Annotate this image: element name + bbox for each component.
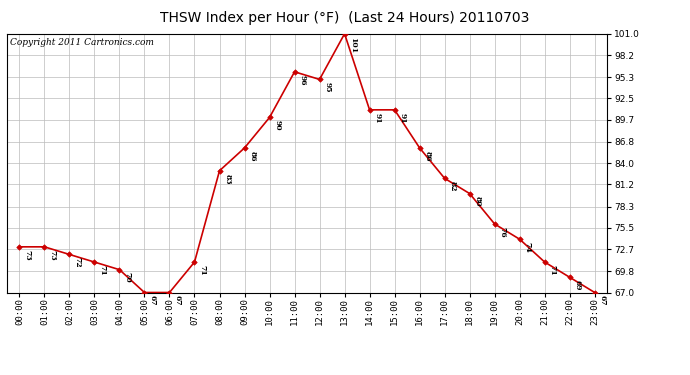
Text: 96: 96 [299,75,307,85]
Text: Copyright 2011 Cartronics.com: Copyright 2011 Cartronics.com [10,38,154,46]
Text: 67: 67 [148,295,157,306]
Text: 91: 91 [399,112,407,123]
Text: 74: 74 [524,242,532,253]
Text: 80: 80 [474,196,482,207]
Text: 90: 90 [274,120,282,131]
Text: 83: 83 [224,174,232,184]
Text: 82: 82 [448,181,457,192]
Text: 95: 95 [324,82,332,93]
Text: 70: 70 [124,273,132,283]
Text: 91: 91 [374,112,382,123]
Text: 73: 73 [48,250,57,260]
Text: 71: 71 [549,265,557,276]
Text: 86: 86 [248,151,257,161]
Text: THSW Index per Hour (°F)  (Last 24 Hours) 20110703: THSW Index per Hour (°F) (Last 24 Hours)… [160,11,530,25]
Text: 69: 69 [574,280,582,291]
Text: 72: 72 [74,257,81,268]
Text: 76: 76 [499,227,507,237]
Text: 71: 71 [199,265,207,276]
Text: 101: 101 [348,36,357,52]
Text: 67: 67 [174,295,181,306]
Text: 86: 86 [424,151,432,161]
Text: 67: 67 [599,295,607,306]
Text: 71: 71 [99,265,107,276]
Text: 73: 73 [23,250,32,260]
